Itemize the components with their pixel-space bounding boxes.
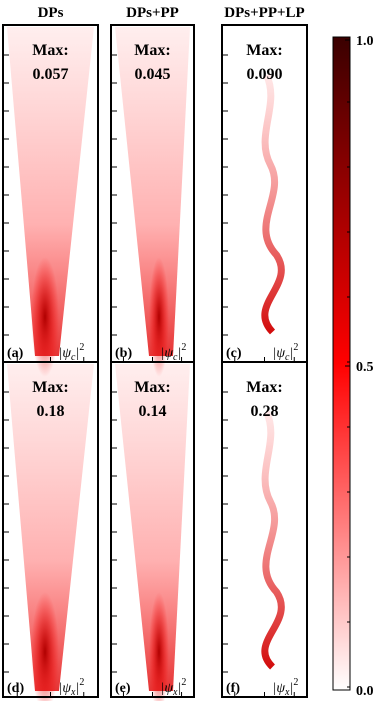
quantity-subscript: x	[284, 687, 290, 698]
quantity-label: |ψx|2	[161, 677, 187, 698]
max-label: Max:	[246, 42, 282, 59]
max-label: Max:	[134, 379, 170, 396]
colorbar-tick-label: 0.5	[356, 360, 374, 375]
intensity-cone	[7, 27, 94, 356]
intensity-cone	[7, 364, 94, 691]
intensity-peak	[31, 592, 59, 706]
max-value: 0.18	[37, 403, 65, 420]
max-label: Max:	[246, 379, 282, 396]
column-title: DPs+PP	[126, 5, 179, 21]
intensity-snake	[261, 410, 285, 670]
colorbar-tick-label: 0.0	[356, 684, 374, 699]
max-label: Max:	[134, 42, 170, 59]
max-value: 0.090	[247, 66, 283, 83]
panel-label: (a)	[7, 346, 24, 361]
intensity-peak	[31, 257, 59, 377]
quantity-label: |ψc|2	[273, 342, 299, 363]
quantity-symbol: |ψ	[161, 681, 174, 696]
quantity-close: |	[178, 346, 182, 361]
max-value: 0.28	[251, 403, 279, 420]
max-value: 0.057	[33, 66, 69, 83]
panel-label: (f)	[226, 681, 240, 696]
colorbar-tick-label: 1.0	[356, 34, 374, 49]
panel-label: (b)	[115, 346, 132, 361]
intensity-peak	[149, 257, 169, 377]
intensity-snake	[261, 73, 285, 335]
max-label: Max:	[32, 379, 68, 396]
panel-label: (e)	[115, 681, 131, 696]
quantity-power: 2	[293, 342, 298, 353]
panel-label: (c)	[226, 346, 242, 361]
quantity-label: |ψx|2	[273, 677, 299, 698]
quantity-power: 2	[293, 677, 298, 688]
quantity-close: |	[290, 346, 294, 361]
quantity-symbol: |ψ	[273, 346, 286, 361]
column-title: DPs	[38, 5, 64, 21]
max-value: 0.14	[139, 403, 167, 420]
quantity-symbol: |ψ	[59, 346, 72, 361]
quantity-power: 2	[79, 342, 84, 353]
quantity-label: |ψc|2	[59, 342, 85, 363]
quantity-subscript: c	[285, 352, 290, 363]
quantity-close: |	[76, 681, 80, 696]
quantity-subscript: c	[71, 352, 76, 363]
max-label: Max:	[32, 42, 68, 59]
colorbar	[332, 36, 351, 691]
quantity-symbol: |ψ	[161, 346, 174, 361]
quantity-subscript: x	[172, 687, 178, 698]
panel-label: (d)	[7, 681, 24, 696]
intensity-cone	[115, 27, 190, 356]
intensity-peak	[149, 592, 169, 706]
quantity-subscript: c	[173, 352, 178, 363]
quantity-close: |	[290, 681, 294, 696]
column-title: DPs+PP+LP	[224, 5, 304, 21]
quantity-subscript: x	[70, 687, 76, 698]
intensity-cone	[115, 364, 190, 691]
quantity-close: |	[76, 346, 80, 361]
max-value: 0.045	[135, 66, 171, 83]
quantity-power: 2	[79, 677, 84, 688]
quantity-symbol: |ψ	[59, 681, 72, 696]
quantity-power: 2	[181, 677, 186, 688]
quantity-label: |ψx|2	[59, 677, 85, 698]
quantity-power: 2	[181, 342, 186, 353]
quantity-symbol: |ψ	[273, 681, 286, 696]
quantity-label: |ψc|2	[161, 342, 187, 363]
quantity-close: |	[178, 681, 182, 696]
